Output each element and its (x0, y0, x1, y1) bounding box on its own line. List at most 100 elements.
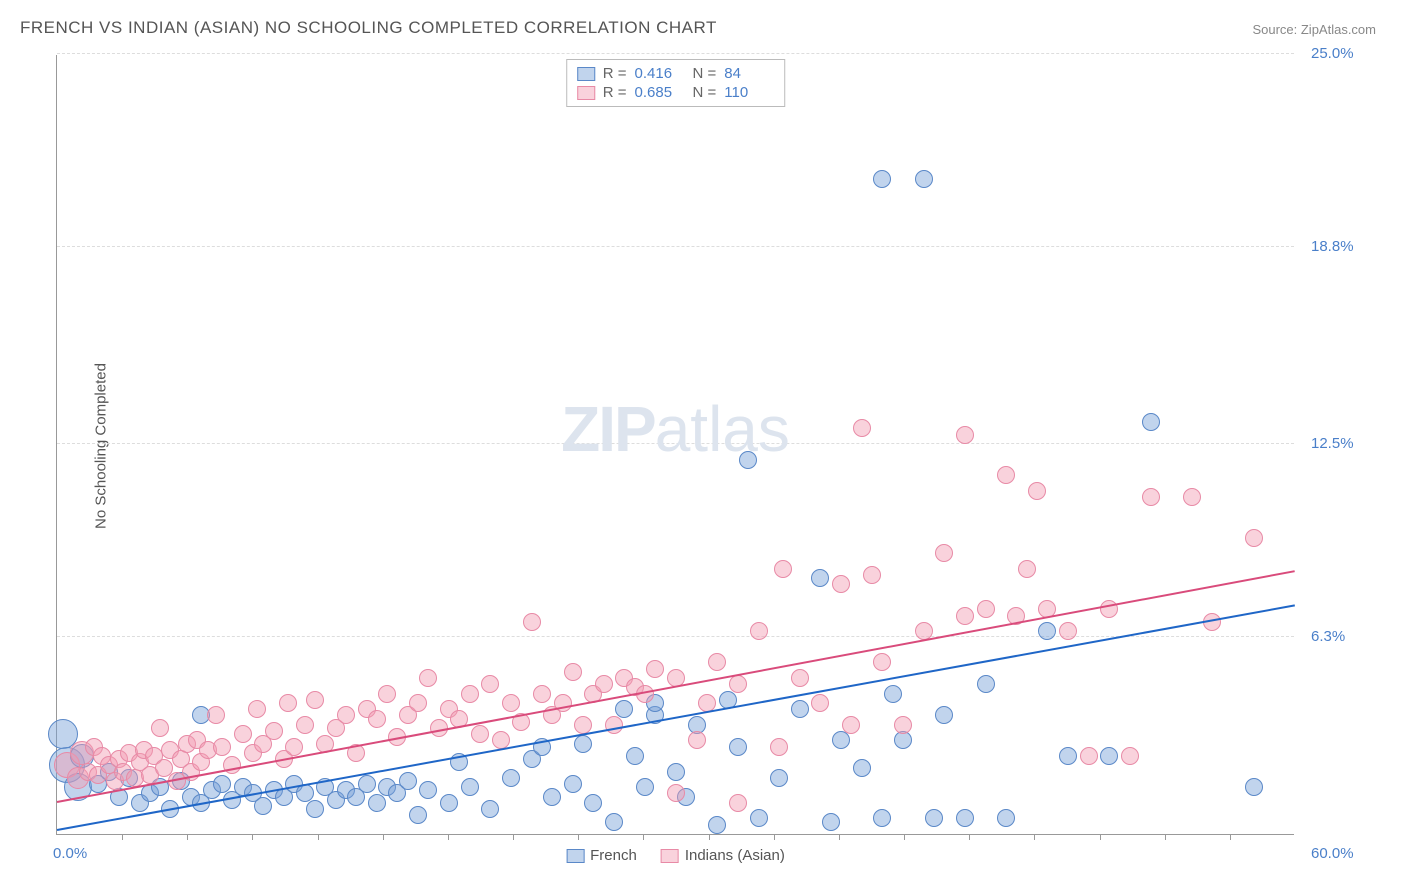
x-tick-mark (904, 834, 905, 840)
data-point (863, 566, 881, 584)
data-point (1142, 413, 1160, 431)
scatter-plot-area: ZIPatlas R =0.416N =84R =0.685N =110 Fre… (56, 55, 1294, 835)
legend-n-label: N = (693, 65, 717, 82)
y-tick-label: 25.0% (1311, 45, 1354, 62)
legend-series-item: French (566, 847, 637, 864)
grid-line (57, 443, 1294, 444)
watermark-light: atlas (655, 393, 790, 465)
legend-r-value: 0.416 (635, 65, 685, 82)
data-point (419, 669, 437, 687)
data-point (1059, 622, 1077, 640)
data-point (997, 466, 1015, 484)
data-point (502, 769, 520, 787)
data-point (419, 781, 437, 799)
data-point (739, 451, 757, 469)
legend-r-value: 0.685 (635, 84, 685, 101)
data-point (626, 747, 644, 765)
legend-row: R =0.685N =110 (577, 83, 775, 102)
data-point (1245, 529, 1263, 547)
x-tick-mark (774, 834, 775, 840)
legend-swatch (577, 86, 595, 100)
data-point (1142, 488, 1160, 506)
data-point (750, 809, 768, 827)
data-point (265, 722, 283, 740)
data-point (1245, 778, 1263, 796)
data-point (409, 694, 427, 712)
data-point (440, 794, 458, 812)
grid-line (57, 53, 1294, 54)
correlation-legend: R = 0.416 N = 84R =0.685N =110 (566, 59, 786, 107)
data-point (584, 794, 602, 812)
legend-row: R = 0.416 N = 84 (577, 64, 775, 83)
data-point (254, 797, 272, 815)
data-point (481, 800, 499, 818)
source-name: ZipAtlas.com (1301, 22, 1376, 37)
grid-line (57, 246, 1294, 247)
data-point (533, 685, 551, 703)
y-tick-label: 18.8% (1311, 238, 1354, 255)
data-point (151, 719, 169, 737)
legend-n-value: 84 (724, 65, 774, 82)
data-point (997, 809, 1015, 827)
data-point (1018, 560, 1036, 578)
data-point (873, 170, 891, 188)
data-point (471, 725, 489, 743)
source-label: Source: (1252, 22, 1300, 37)
data-point (605, 813, 623, 831)
x-tick-mark (187, 834, 188, 840)
x-tick-mark (1100, 834, 1101, 840)
data-point (956, 426, 974, 444)
data-point (956, 607, 974, 625)
x-tick-mark (839, 834, 840, 840)
data-point (1059, 747, 1077, 765)
data-point (1100, 747, 1118, 765)
x-tick-mark (1034, 834, 1035, 840)
x-tick-mark (318, 834, 319, 840)
data-point (977, 600, 995, 618)
data-point (358, 775, 376, 793)
data-point (688, 731, 706, 749)
data-point (337, 706, 355, 724)
x-tick-mark (383, 834, 384, 840)
data-point (935, 706, 953, 724)
y-tick-label: 6.3% (1311, 628, 1345, 645)
x-min-label: 0.0% (53, 845, 87, 862)
data-point (853, 759, 871, 777)
data-point (306, 691, 324, 709)
data-point (646, 660, 664, 678)
data-point (935, 544, 953, 562)
data-point (481, 675, 499, 693)
chart-title: FRENCH VS INDIAN (ASIAN) NO SCHOOLING CO… (20, 18, 717, 38)
legend-series-item: Indians (Asian) (661, 847, 785, 864)
data-point (842, 716, 860, 734)
data-point (729, 794, 747, 812)
x-tick-mark (1230, 834, 1231, 840)
data-point (306, 800, 324, 818)
data-point (708, 653, 726, 671)
data-point (1038, 622, 1056, 640)
data-point (523, 613, 541, 631)
data-point (502, 694, 520, 712)
source-attribution: Source: ZipAtlas.com (1252, 22, 1376, 37)
data-point (956, 809, 974, 827)
data-point (873, 809, 891, 827)
data-point (791, 669, 809, 687)
x-tick-mark (578, 834, 579, 840)
x-tick-mark (448, 834, 449, 840)
data-point (564, 663, 582, 681)
x-tick-mark (709, 834, 710, 840)
data-point (915, 170, 933, 188)
data-point (285, 738, 303, 756)
data-point (234, 725, 252, 743)
x-tick-mark (969, 834, 970, 840)
legend-r-label: R = (603, 65, 627, 82)
data-point (822, 813, 840, 831)
data-point (1080, 747, 1098, 765)
data-point (770, 738, 788, 756)
x-tick-mark (1165, 834, 1166, 840)
x-max-label: 60.0% (1311, 845, 1354, 862)
legend-n-value: 110 (724, 84, 774, 101)
data-point (461, 685, 479, 703)
data-point (213, 738, 231, 756)
data-point (574, 735, 592, 753)
